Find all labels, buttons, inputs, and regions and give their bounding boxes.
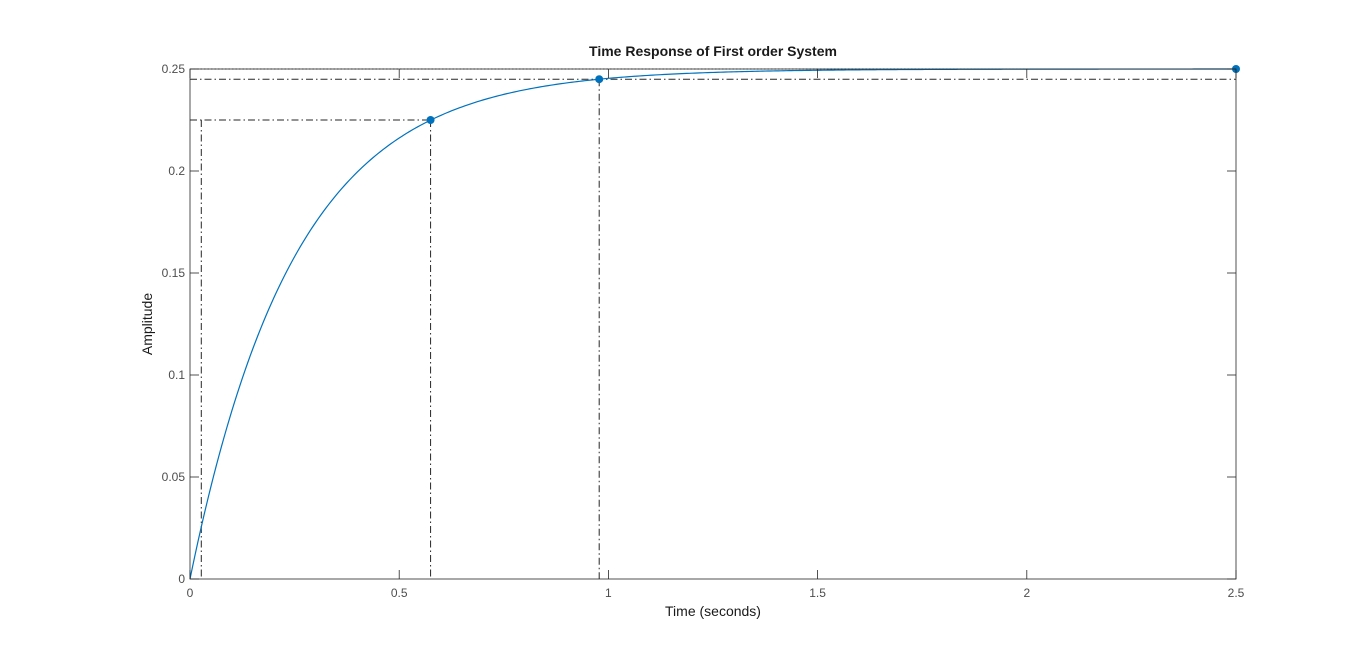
y-tick-label-1: 0.05 [162, 470, 186, 484]
y-tick-label-4: 0.2 [168, 164, 185, 178]
y-tick-label-3: 0.15 [162, 266, 186, 280]
x-tick-label-3: 1.5 [809, 586, 826, 600]
y-axis-label: Amplitude [139, 293, 155, 355]
x-tick-label-0: 0 [187, 586, 194, 600]
x-axis-label: Time (seconds) [665, 603, 761, 619]
x-tick-label-1: 0.5 [391, 586, 408, 600]
axes-box [189, 68, 1237, 580]
y-tick-label-2: 0.1 [168, 368, 185, 382]
marker-layer [426, 65, 1240, 124]
y-tick-label-0: 0 [178, 572, 185, 586]
y-tick-label-5: 0.25 [162, 62, 186, 76]
x-tick-label-4: 2 [1023, 586, 1030, 600]
x-tick-label-5: 2.5 [1228, 586, 1245, 600]
axes-layer [189, 68, 1237, 580]
chart-title: Time Response of First order System [589, 43, 837, 59]
plot-area [190, 69, 1236, 579]
x-tick-label-2: 1 [605, 586, 612, 600]
tick-layer: 0 0.5 1 1.5 2 2.5 0 0.05 0.1 0.15 0.2 0.25 [162, 62, 1245, 600]
marker-point-1 [595, 75, 604, 84]
marker-point-0 [426, 116, 435, 124]
